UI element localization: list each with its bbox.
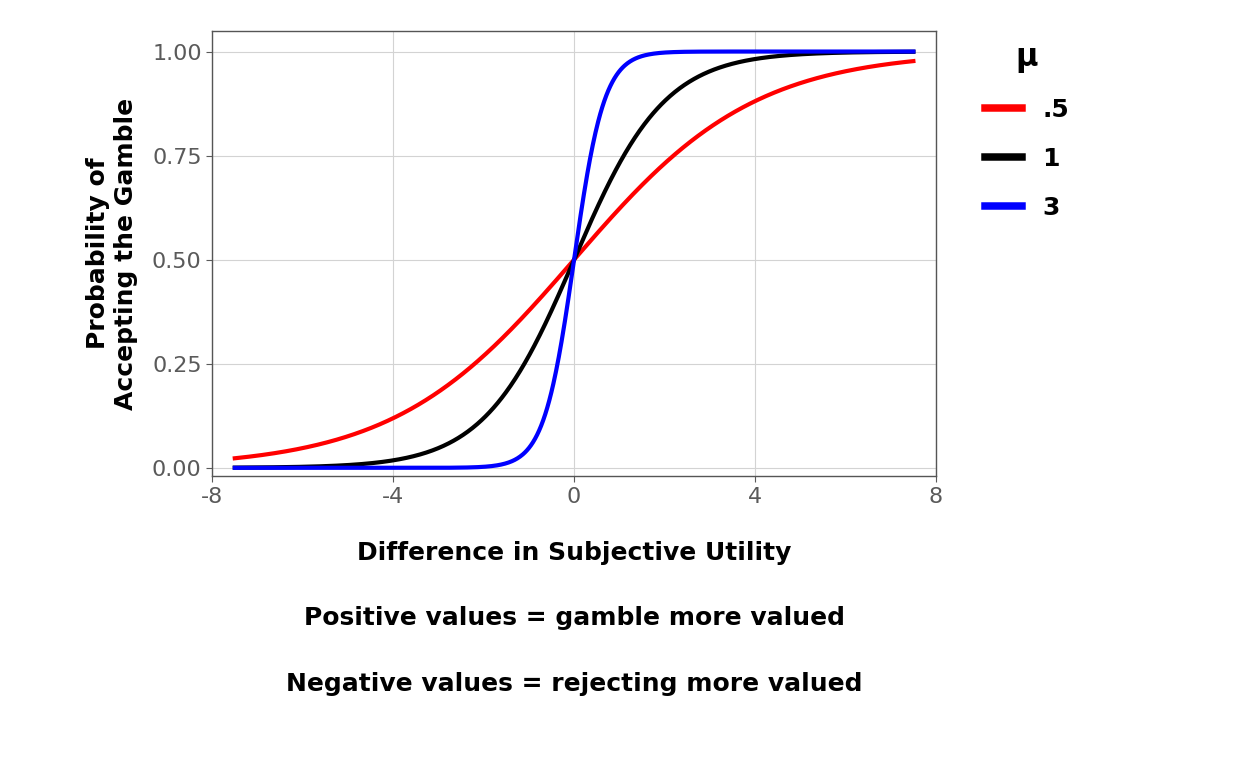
Line: 3: 3 <box>235 51 914 468</box>
1 <box>502 383 517 392</box>
3 <box>906 47 921 56</box>
3 <box>297 463 312 472</box>
3 <box>502 458 517 467</box>
.5 <box>694 129 709 138</box>
Text: Negative values = rejecting more valued: Negative values = rejecting more valued <box>286 671 862 696</box>
1 <box>527 343 542 352</box>
.5 <box>227 454 242 463</box>
Y-axis label: Probability of
Accepting the Gamble: Probability of Accepting the Gamble <box>86 98 139 409</box>
3 <box>756 47 771 56</box>
.5 <box>502 326 517 336</box>
Line: 1: 1 <box>235 51 914 468</box>
1 <box>694 71 709 80</box>
Text: Difference in Subjective Utility: Difference in Subjective Utility <box>357 541 791 565</box>
1 <box>297 462 312 472</box>
Text: Positive values = gamble more valued: Positive values = gamble more valued <box>303 606 845 631</box>
3 <box>227 463 242 472</box>
1 <box>756 53 771 62</box>
3 <box>694 47 709 56</box>
3 <box>769 47 784 56</box>
.5 <box>527 301 542 310</box>
1 <box>227 463 242 472</box>
.5 <box>756 92 771 101</box>
1 <box>906 47 921 56</box>
.5 <box>297 443 312 452</box>
Legend: .5, 1, 3: .5, 1, 3 <box>985 43 1070 220</box>
Line: .5: .5 <box>235 61 914 458</box>
.5 <box>906 57 921 66</box>
.5 <box>769 88 784 97</box>
3 <box>527 436 542 445</box>
1 <box>769 51 784 61</box>
